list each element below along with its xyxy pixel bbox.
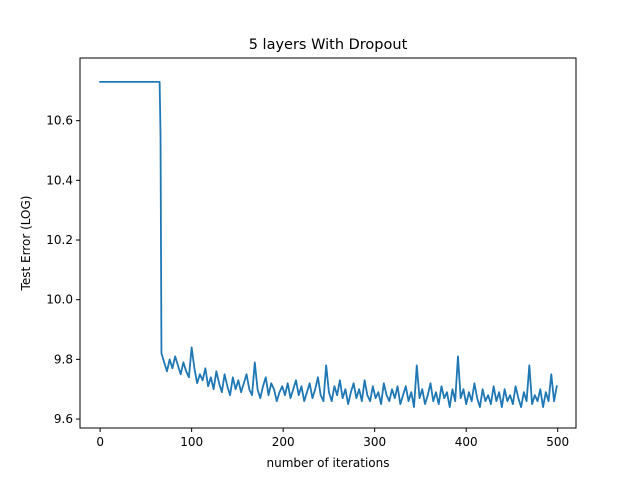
series-line-0 xyxy=(99,80,558,409)
chart-title: 5 layers With Dropout xyxy=(249,37,408,53)
x-tick-label: 300 xyxy=(363,435,386,449)
x-tick-label: 500 xyxy=(546,435,569,449)
x-tick-label: 400 xyxy=(455,435,478,449)
y-tick-label: 9.8 xyxy=(54,352,73,366)
x-axis-label: number of iterations xyxy=(267,456,390,470)
y-tick-label: 10.0 xyxy=(46,293,73,307)
axes-layer: 0 100 200 300 400 500 9.6 9.8 10.0 10.2 10.4 10.6 xyxy=(46,57,577,449)
x-tick-label: 200 xyxy=(272,435,295,449)
x-tick-label: 0 xyxy=(96,435,104,449)
x-tick-label: 100 xyxy=(180,435,203,449)
y-tick-label: 9.6 xyxy=(54,412,73,426)
plot-data-layer xyxy=(99,80,558,409)
plot-frame xyxy=(79,57,577,429)
y-tick-label: 10.6 xyxy=(46,114,73,128)
y-axis-label: Test Error (LOG) xyxy=(19,196,33,292)
y-tick-label: 10.4 xyxy=(46,173,73,187)
y-tick-label: 10.2 xyxy=(46,233,73,247)
